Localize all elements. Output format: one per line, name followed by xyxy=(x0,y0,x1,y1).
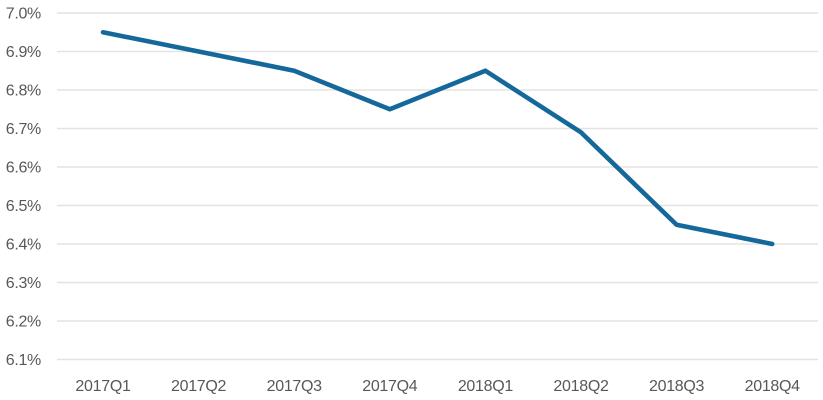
y-tick-label: 6.8% xyxy=(6,83,41,100)
x-tick-label: 2017Q2 xyxy=(171,378,227,395)
y-tick-label: 6.6% xyxy=(6,160,41,177)
y-tick-label: 6.7% xyxy=(6,121,41,138)
y-tick-label: 6.2% xyxy=(6,314,41,331)
x-tick-label: 2017Q1 xyxy=(75,378,131,395)
data-line-series xyxy=(100,29,775,247)
y-tick-label: 6.9% xyxy=(6,44,41,61)
y-tick-label: 7.0% xyxy=(6,6,41,23)
x-tick-label: 2018Q3 xyxy=(649,378,705,395)
x-tick-label: 2018Q2 xyxy=(553,378,609,395)
y-tick-label: 6.4% xyxy=(6,237,41,254)
x-tick-label: 2018Q4 xyxy=(745,378,801,395)
y-tick-label: 6.1% xyxy=(6,352,41,369)
y-tick-label: 6.3% xyxy=(6,275,41,292)
x-tick-label: 2018Q1 xyxy=(458,378,514,395)
x-tick-label: 2017Q4 xyxy=(362,378,418,395)
x-tick-label: 2017Q3 xyxy=(267,378,323,395)
y-tick-label: 6.5% xyxy=(6,198,41,215)
